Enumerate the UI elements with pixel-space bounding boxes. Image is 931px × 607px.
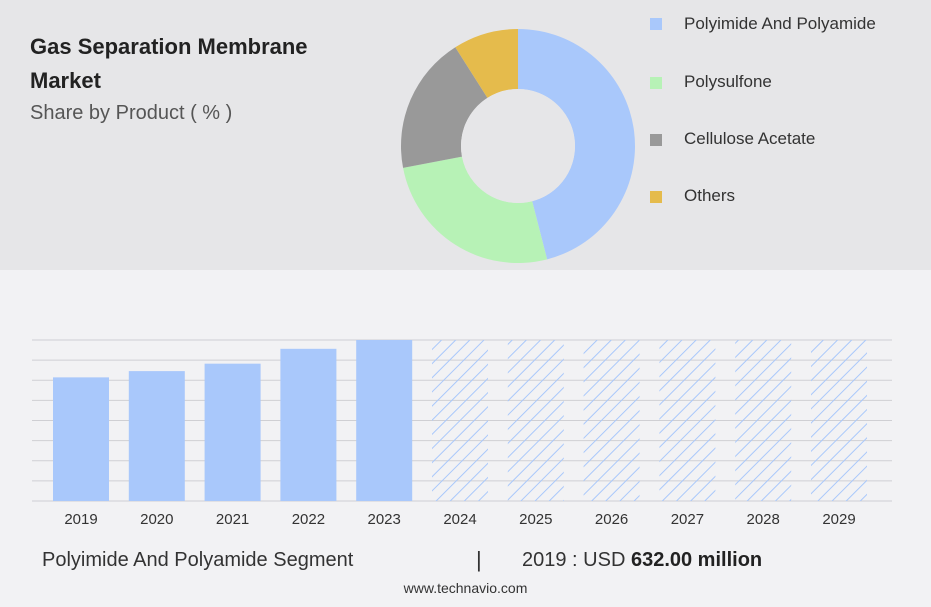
footer-value-prefix: 2019 : USD [522,549,626,571]
donut-slice-others [455,29,518,98]
footer-segment-label: Polyimide And Polyamide Segment [42,549,354,571]
bar-2025 [507,340,564,501]
x-tick-label: 2026 [595,511,628,528]
x-tick-label: 2022 [292,511,325,528]
donut-chart [401,29,636,263]
chart-subtitle: Share by Product ( % ) [30,102,233,124]
legend-swatch-cellulose-acetate [650,134,662,146]
bar-2024 [432,340,488,501]
legend-swatch-polyimide [650,18,662,30]
bar-2020 [128,371,185,501]
bar-2022 [280,348,337,501]
bar-2021 [204,363,261,501]
legend-label-polysulfone: Polysulfone [684,72,772,91]
donut-slice-cellulose-acetate [401,47,488,168]
footer-value-amount: 632.00 million [630,549,763,571]
bar-2027 [659,340,716,501]
bar-chart: 2019 2020 2021 2022 2023 2024 2025 2026 2027 2028… [32,339,892,528]
bar-2028 [735,340,792,501]
x-tick-label: 2023 [368,511,401,528]
x-tick-label: 2028 [747,511,780,528]
legend-label-polyimide: Polyimide And Polyamide [684,14,876,33]
footer-divider: | [476,547,482,572]
legend-label-cellulose-acetate: Cellulose Acetate [684,129,816,148]
x-tick-label: 2019 [64,511,97,528]
x-tick-label: 2025 [519,511,552,528]
donut-slice-polysulfone [403,156,548,263]
footer-value: 2019 : USD 632.00 million [522,549,762,572]
bar-2023 [356,340,413,501]
website-url: www.technavio.com [403,580,528,596]
legend-label-others: Others [684,186,736,205]
legend-swatch-polysulfone [650,77,662,89]
x-tick-label: 2029 [822,511,855,528]
x-tick-label: 2021 [216,511,249,528]
donut-slice-polyimide [518,29,636,260]
bar-2019 [53,377,109,501]
x-tick-label: 2024 [443,511,476,528]
x-tick-label: 2027 [671,511,704,528]
legend-swatch-others [650,191,662,203]
bar-2029 [811,340,867,501]
donut-hole [461,89,575,203]
x-tick-label: 2020 [140,511,173,528]
bar-2026 [583,340,640,501]
chart-title: Gas Separation Membrane Market [30,34,308,93]
